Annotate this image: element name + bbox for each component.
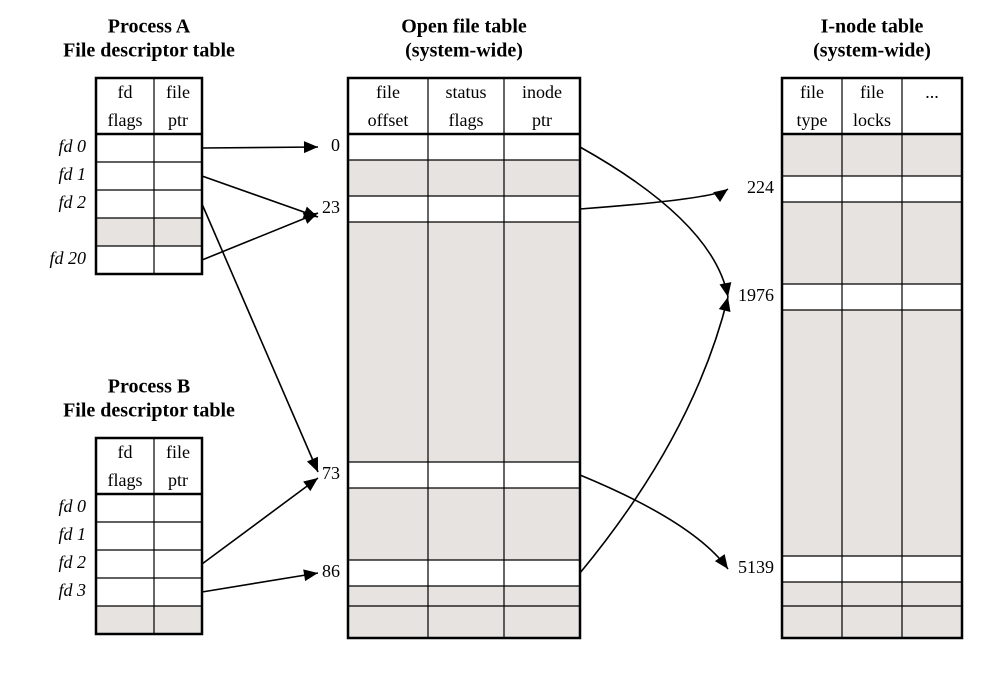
svg-text:flags: flags	[108, 110, 143, 130]
svg-text:inode: inode	[522, 82, 562, 102]
open-file-index-label: 86	[322, 561, 340, 581]
process-a-row-label: fd 1	[58, 164, 86, 184]
pointer-arrow	[202, 213, 318, 260]
process-b-row-label: fd 3	[58, 580, 86, 600]
svg-text:flags: flags	[108, 470, 143, 490]
inode-index-label: 224	[747, 177, 774, 197]
pointer-arrow	[580, 147, 731, 297]
pointer-arrow	[202, 569, 318, 592]
pointer-arrow	[202, 478, 318, 564]
pointer-arrow	[202, 176, 318, 218]
svg-text:status: status	[445, 82, 486, 102]
svg-text:locks: locks	[853, 110, 891, 130]
pointer-arrow	[580, 297, 730, 573]
inode-table: I-node table(system-wide) file file... type…	[738, 16, 962, 638]
process-a-row-label: fd 2	[58, 192, 86, 212]
svg-text:fd: fd	[118, 82, 133, 102]
open-file-index-label: 0	[331, 135, 340, 155]
svg-text:I-node table: I-node table	[821, 16, 924, 38]
process-a-table: Process AFile descriptor table fd file flag…	[49, 16, 235, 274]
process-a-title-2: File descriptor table	[63, 40, 235, 62]
svg-text:fd: fd	[118, 442, 133, 462]
process-b-row-label: fd 2	[58, 552, 86, 572]
svg-text:(system-wide): (system-wide)	[813, 40, 931, 62]
svg-text:file: file	[166, 442, 190, 462]
process-b-title-1: Process B	[108, 376, 190, 398]
process-b-title-2: File descriptor table	[63, 400, 235, 422]
process-b-row-label: fd 1	[58, 524, 86, 544]
inode-index-label: 1976	[738, 285, 774, 305]
pointer-arrow	[580, 475, 728, 569]
pointer-arrow	[202, 141, 318, 153]
pointer-arrow	[202, 204, 318, 472]
process-b-table: Process BFile descriptor table fd file flag…	[58, 376, 235, 634]
open-file-index-label: 73	[322, 463, 340, 483]
svg-text:(system-wide): (system-wide)	[405, 40, 523, 62]
svg-text:ptr: ptr	[168, 110, 188, 130]
svg-text:Open file table: Open file table	[401, 16, 527, 38]
svg-text:file: file	[800, 82, 824, 102]
svg-text:ptr: ptr	[168, 470, 188, 490]
open-file-table: Open file table(system-wide)file status in…	[322, 16, 580, 638]
svg-text:file: file	[166, 82, 190, 102]
svg-text:type: type	[797, 110, 828, 130]
process-a-title-1: Process A	[108, 16, 191, 38]
process-b-row-label: fd 0	[58, 496, 86, 516]
open-file-index-label: 23	[322, 197, 340, 217]
svg-text:offset: offset	[368, 110, 409, 130]
svg-text:file: file	[860, 82, 884, 102]
inode-index-label: 5139	[738, 557, 774, 577]
svg-text:file: file	[376, 82, 400, 102]
process-a-row-label: fd 0	[58, 136, 86, 156]
svg-text:ptr: ptr	[532, 110, 552, 130]
pointer-arrow	[580, 189, 728, 209]
svg-text:...: ...	[925, 82, 939, 102]
process-a-row-label: fd 20	[49, 248, 86, 268]
svg-text:flags: flags	[449, 110, 484, 130]
